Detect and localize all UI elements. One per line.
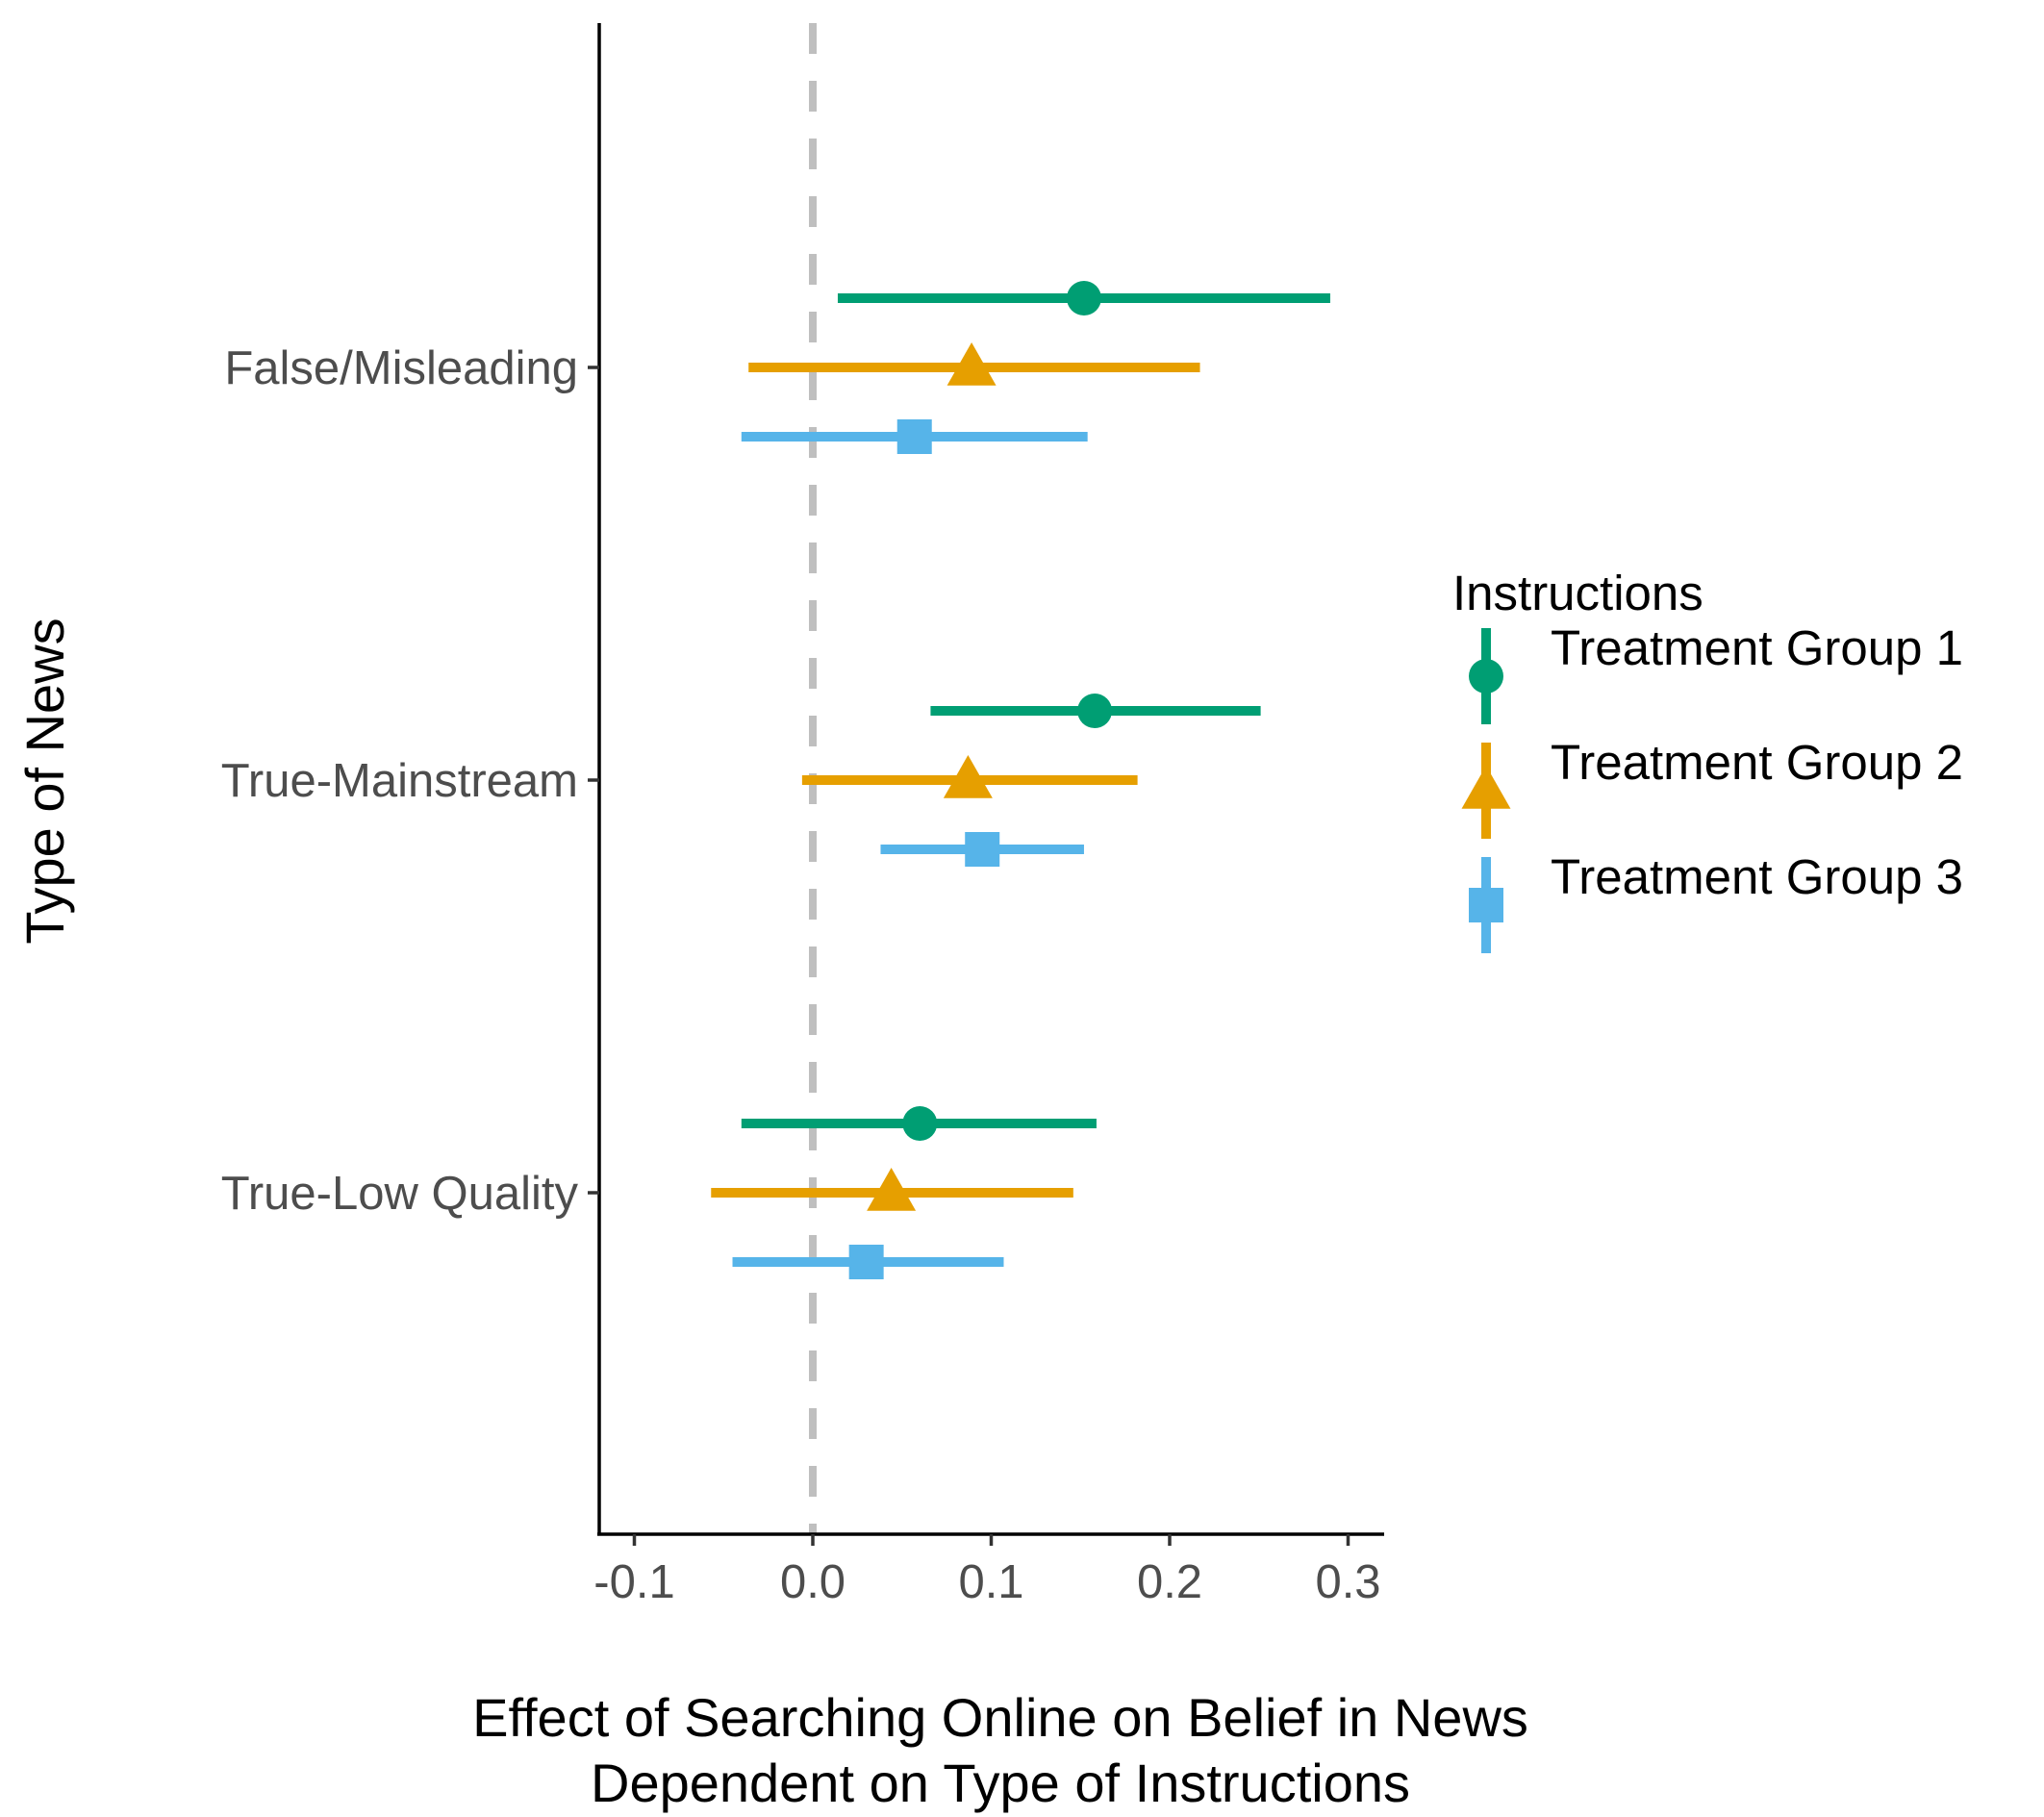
legend-label: Treatment Group 3 — [1551, 849, 1963, 904]
y-tick-label: True-Low Quality — [221, 1168, 579, 1220]
y-axis-ticks: False/Misleading True-Mainstream True-Low … — [221, 342, 599, 1220]
legend-item: Treatment Group 2 — [1461, 735, 1963, 839]
y-axis-title: Type of News — [14, 618, 75, 944]
legend-title: Instructions — [1452, 566, 1703, 620]
series-marks — [711, 281, 1330, 1279]
x-tick-label: 0.3 — [1315, 1556, 1380, 1608]
x-axis-ticks: -0.1 0.0 0.1 0.2 0.3 — [593, 1534, 1381, 1608]
point-estimate-square — [896, 419, 932, 454]
x-axis-title-line-1: Effect of Searching Online on Belief in … — [472, 1687, 1528, 1748]
legend-item: Treatment Group 3 — [1469, 849, 1963, 953]
point-estimate-triangle — [946, 342, 997, 386]
point-estimate-triangle — [867, 1168, 917, 1211]
point-estimate-triangle — [943, 755, 993, 798]
legend-item: Treatment Group 1 — [1469, 620, 1963, 724]
point-estimate-circle — [1066, 281, 1101, 315]
point-estimate-circle — [1077, 694, 1113, 728]
point-estimate-square — [848, 1245, 884, 1279]
legend-items: Treatment Group 1 Treatment Group 2 Treatm… — [1461, 620, 1963, 953]
point-estimate-square — [965, 832, 1000, 867]
legend-key-circle — [1469, 659, 1503, 694]
legend-label: Treatment Group 1 — [1551, 620, 1963, 675]
y-tick-label: True-Mainstream — [221, 755, 578, 807]
legend: Instructions Treatment Group 1Treatment … — [1452, 566, 1963, 953]
x-tick-label: 0.1 — [958, 1556, 1023, 1608]
point-estimate-circle — [902, 1106, 938, 1141]
legend-key-triangle — [1461, 766, 1511, 809]
y-tick-label: False/Misleading — [224, 342, 578, 394]
x-axis-title-line-2: Dependent on Type of Instructions — [591, 1753, 1410, 1813]
x-tick-label: -0.1 — [593, 1556, 674, 1608]
x-tick-label: 0.2 — [1137, 1556, 1202, 1608]
legend-key-square — [1469, 888, 1503, 922]
legend-label: Treatment Group 2 — [1551, 735, 1963, 790]
x-tick-label: 0.0 — [780, 1556, 845, 1608]
